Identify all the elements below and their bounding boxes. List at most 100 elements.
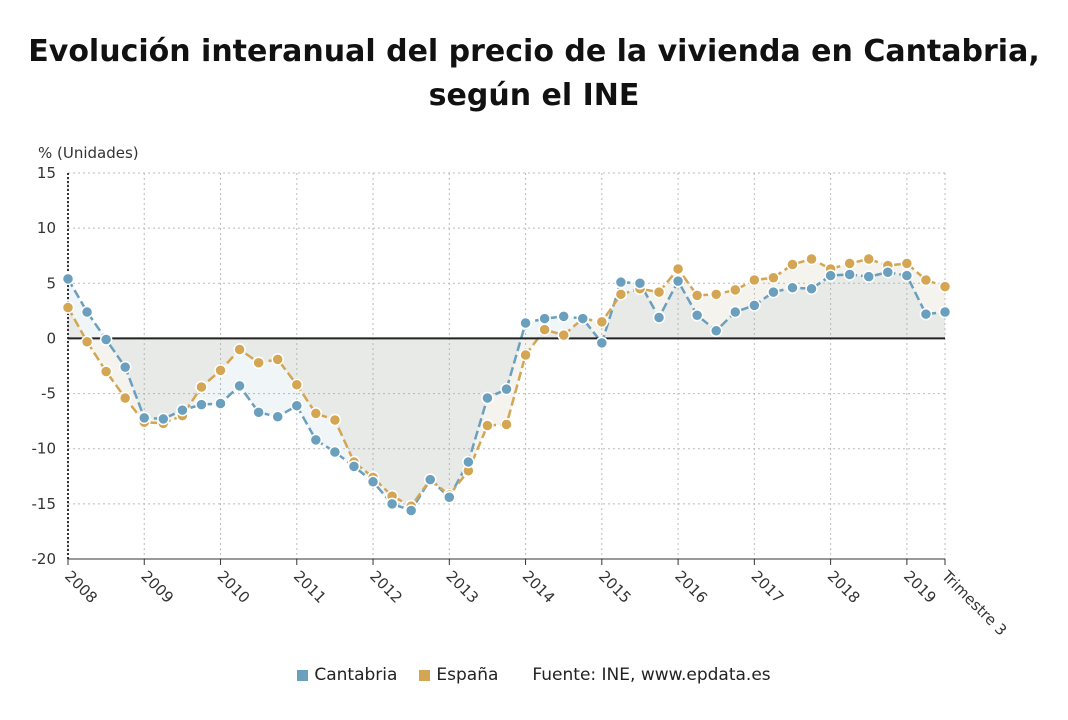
data-point xyxy=(919,273,933,287)
data-point xyxy=(767,285,780,299)
data-point xyxy=(214,397,227,410)
data-point xyxy=(805,282,818,296)
data-point xyxy=(595,336,609,350)
x-tick-label: 2009 xyxy=(137,567,177,607)
y-tick-label: -10 xyxy=(32,440,57,458)
data-point xyxy=(786,258,799,271)
y-tick-label: -20 xyxy=(32,550,57,568)
legend-swatch xyxy=(297,669,309,681)
data-point xyxy=(481,391,494,405)
data-point xyxy=(595,315,609,329)
x-tick-label: 2014 xyxy=(519,567,559,607)
data-point xyxy=(347,460,361,473)
data-point xyxy=(462,455,475,469)
data-point xyxy=(690,309,704,322)
data-point xyxy=(538,312,551,325)
data-point xyxy=(195,398,208,411)
data-point xyxy=(80,305,94,319)
y-tick-label: 0 xyxy=(46,329,56,347)
data-point xyxy=(99,365,113,378)
series-points xyxy=(61,252,952,517)
data-point xyxy=(709,288,723,301)
y-tick-label: 10 xyxy=(37,219,56,237)
data-point xyxy=(824,269,837,282)
x-tick-label: 2008 xyxy=(61,567,101,607)
data-point xyxy=(195,380,208,394)
data-point xyxy=(671,262,685,276)
y-axis-label: % (Unidades) xyxy=(38,144,139,162)
y-tick-label: -5 xyxy=(41,385,56,403)
y-tick-label: 5 xyxy=(46,274,56,292)
data-point xyxy=(157,412,170,426)
x-tick-label: 2018 xyxy=(824,567,864,607)
data-point xyxy=(767,271,780,285)
source-note: Fuente: INE, www.epdata.es xyxy=(532,665,771,685)
x-tick-label: 2017 xyxy=(748,567,788,607)
x-tick-label: 2013 xyxy=(442,567,482,607)
data-point xyxy=(729,283,742,297)
data-point xyxy=(709,324,723,337)
data-point xyxy=(633,277,647,290)
data-point xyxy=(900,269,914,282)
legend-label: España xyxy=(436,665,499,685)
data-point xyxy=(138,411,151,425)
x-tick-label: Trimestre 3 xyxy=(937,566,1010,639)
data-point xyxy=(919,307,933,321)
data-point xyxy=(519,348,532,362)
data-point xyxy=(233,379,246,393)
data-point xyxy=(290,399,304,412)
data-point xyxy=(614,288,628,301)
data-point xyxy=(729,305,742,319)
data-point xyxy=(900,257,914,270)
data-point xyxy=(576,312,590,325)
data-point xyxy=(519,316,532,330)
data-point xyxy=(80,335,94,348)
data-point xyxy=(423,473,437,486)
data-point xyxy=(176,403,189,417)
data-point xyxy=(557,328,570,342)
x-tick-label: 2019 xyxy=(900,567,940,607)
data-point xyxy=(271,410,284,423)
y-tick-label: 15 xyxy=(37,164,56,182)
data-point xyxy=(99,333,113,346)
data-point xyxy=(233,343,246,356)
data-point xyxy=(938,305,952,319)
chart-title: Evolución interanual del precio de la vi… xyxy=(28,34,1040,113)
area-0 xyxy=(68,272,945,511)
data-point xyxy=(118,391,132,405)
data-point xyxy=(118,360,132,374)
data-point xyxy=(500,382,513,396)
data-point xyxy=(652,285,666,299)
data-point xyxy=(843,268,856,281)
data-point xyxy=(252,356,265,369)
data-point xyxy=(271,353,284,366)
data-point xyxy=(786,281,799,294)
data-point xyxy=(61,301,75,314)
data-point xyxy=(366,475,380,489)
data-point xyxy=(443,490,456,504)
data-point xyxy=(500,418,513,431)
legend-item-cantabria[interactable]: Cantabria xyxy=(297,665,397,685)
data-point xyxy=(328,445,342,459)
data-point xyxy=(290,378,304,391)
data-point xyxy=(652,311,666,324)
legend-label: Cantabria xyxy=(314,665,398,685)
data-point xyxy=(557,310,570,323)
data-point xyxy=(481,419,494,432)
data-point xyxy=(214,364,227,377)
data-point xyxy=(748,273,761,287)
data-point xyxy=(843,257,856,270)
data-point xyxy=(538,323,551,336)
data-point xyxy=(690,289,704,302)
data-point xyxy=(748,299,761,312)
data-point xyxy=(671,274,685,288)
x-tick-label: 2016 xyxy=(671,567,711,607)
data-point xyxy=(385,497,399,511)
legend-item-espana[interactable]: España xyxy=(419,665,498,685)
data-point xyxy=(61,272,75,286)
x-tick-label: 2015 xyxy=(595,567,635,607)
data-point xyxy=(862,270,875,283)
data-point xyxy=(614,275,628,289)
data-point xyxy=(881,266,895,279)
